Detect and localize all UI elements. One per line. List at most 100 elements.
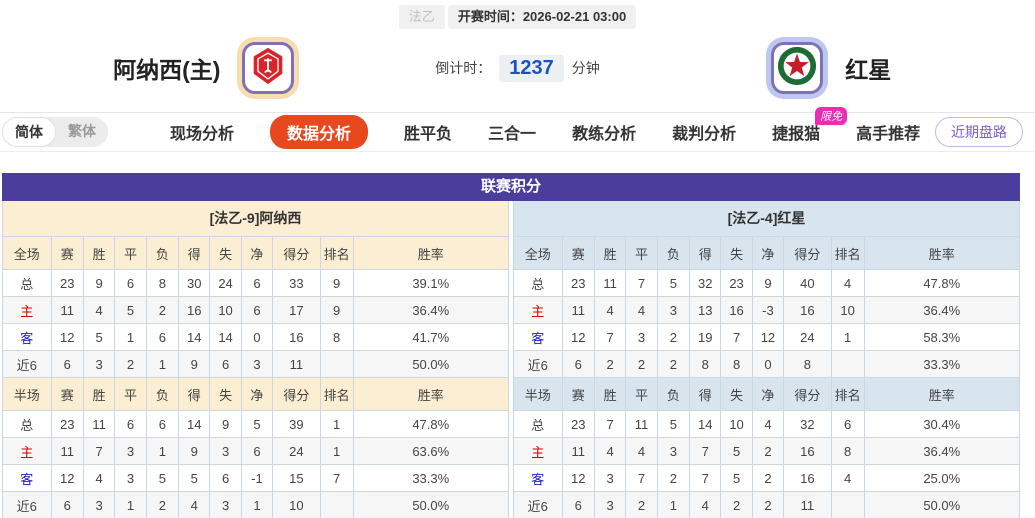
table-cell: 5 bbox=[240, 410, 274, 438]
nav-tab-2[interactable]: 数据分析 bbox=[270, 115, 369, 149]
table-row: 主 11 4 4 3 7 5 2 16 8 36.4% bbox=[513, 437, 1021, 465]
away-full-header-row: 全场赛胜平负得失净得分 排名 胜率 bbox=[513, 236, 1021, 270]
table-cell: 9 bbox=[319, 269, 354, 297]
table-cell: 6 bbox=[50, 350, 84, 378]
table-cell: 6 bbox=[145, 323, 180, 351]
column-header: 全场 bbox=[513, 236, 563, 270]
countdown: 倒计时： 1237 分钟 bbox=[408, 54, 628, 82]
countdown-label: 倒计时： bbox=[435, 60, 492, 76]
recent-trend-button[interactable]: 近期盘路 bbox=[935, 117, 1023, 147]
table-cell: 58.3% bbox=[863, 323, 1021, 351]
table-cell: 7 bbox=[82, 437, 116, 465]
table-cell: 15 bbox=[272, 464, 321, 492]
table-cell: 3 bbox=[593, 464, 627, 492]
row-label: 近6 bbox=[2, 491, 52, 518]
table-cell: 12 bbox=[561, 464, 595, 492]
column-header: 失 bbox=[209, 377, 242, 411]
table-cell: 8 bbox=[145, 269, 180, 297]
table-cell: 12 bbox=[50, 323, 84, 351]
table-row: 总 23 9 6 8 30 24 6 33 9 39.1% bbox=[2, 269, 510, 297]
table-cell: 1 bbox=[240, 491, 274, 518]
nav-tab-3[interactable]: 胜平负 bbox=[404, 126, 453, 143]
row-label: 主 bbox=[2, 437, 52, 465]
lang-simplified[interactable]: 简体 bbox=[2, 117, 56, 147]
table-cell: 17 bbox=[272, 296, 321, 324]
table-row: 总 23 7 11 5 14 10 4 32 6 30.4% bbox=[513, 410, 1021, 438]
table-cell: 6 bbox=[830, 410, 865, 438]
league-points-board: 联赛积分 [法乙-9]阿纳西 全场赛胜平负得失净得分 排名 胜率总 23 9 6 8 30 24… bbox=[2, 173, 1021, 518]
table-cell: 11 bbox=[561, 437, 595, 465]
away-table: 全场赛胜平负得失净得分 排名 胜率总 23 11 7 5 32 23 9 40 4 47.8% 主 11 4 4… bbox=[513, 236, 1021, 518]
table-cell: 11 bbox=[625, 410, 658, 438]
away-stats-table: [法乙-4]红星 全场赛胜平负得失净得分 排名 胜率总 23 11 7 5 32 23 9 40 4 4… bbox=[513, 201, 1021, 518]
table-cell: -3 bbox=[751, 296, 785, 324]
row-label: 总 bbox=[2, 410, 52, 438]
section-title: 联赛积分 bbox=[2, 173, 1020, 201]
column-header: 排名 bbox=[319, 236, 354, 270]
table-cell: 6 bbox=[114, 269, 147, 297]
table-cell: 6 bbox=[561, 491, 595, 518]
table-cell: 9 bbox=[178, 437, 211, 465]
away-banner: [法乙-4]红星 bbox=[513, 201, 1020, 236]
home-half-header-row: 半场赛胜平负得失净得分 排名 胜率 bbox=[2, 377, 510, 411]
nav-tab-5[interactable]: 教练分析 bbox=[572, 126, 637, 143]
home-crest-icon bbox=[247, 45, 289, 92]
column-header: 失 bbox=[720, 377, 753, 411]
table-cell: 4 bbox=[593, 296, 627, 324]
table-row: 主 11 7 3 1 9 3 6 24 1 63.6% bbox=[2, 437, 510, 465]
lang-traditional[interactable]: 繁体 bbox=[68, 123, 96, 139]
table-cell: 7 bbox=[689, 464, 722, 492]
table-cell: 12 bbox=[561, 323, 595, 351]
table-cell: 16 bbox=[178, 296, 211, 324]
table-cell: 11 bbox=[593, 269, 627, 297]
column-header: 胜 bbox=[593, 377, 627, 411]
table-cell: 3 bbox=[114, 464, 147, 492]
table-cell: 6 bbox=[145, 410, 180, 438]
language-toggle: 简体 繁体 bbox=[2, 117, 108, 147]
column-header: 失 bbox=[720, 236, 753, 270]
table-cell: 5 bbox=[114, 296, 147, 324]
column-header: 净 bbox=[240, 236, 274, 270]
table-row: 近6 6 3 2 1 9 6 3 11 50.0% bbox=[2, 350, 510, 378]
nav-tab-6[interactable]: 裁判分析 bbox=[672, 126, 737, 143]
home-team-logo bbox=[242, 42, 295, 94]
nav-tab-7[interactable]: 捷报猫 限免 bbox=[772, 107, 848, 144]
table-cell: 6 bbox=[561, 350, 595, 378]
table-cell: 7 bbox=[319, 464, 354, 492]
column-header: 胜率 bbox=[352, 377, 510, 411]
table-cell: 7 bbox=[720, 323, 753, 351]
table-cell: 4 bbox=[751, 410, 785, 438]
table-cell: -1 bbox=[240, 464, 274, 492]
table-cell: 1 bbox=[319, 437, 354, 465]
table-row: 主 11 4 5 2 16 10 6 17 9 36.4% bbox=[2, 296, 510, 324]
column-header: 排名 bbox=[319, 377, 354, 411]
nav-tab-4[interactable]: 三合一 bbox=[488, 126, 537, 143]
column-header: 胜 bbox=[593, 236, 627, 270]
row-label: 近6 bbox=[2, 350, 52, 378]
column-header: 得分 bbox=[783, 377, 832, 411]
nav-bar: 简体 繁体 现场分析 数据分析 胜平负 三合一 教练分析 裁判分析 捷报猫 限免 高手推荐 近期… bbox=[0, 107, 1035, 152]
table-cell: 5 bbox=[82, 323, 116, 351]
table-cell: 36.4% bbox=[863, 437, 1021, 465]
table-row: 客 12 4 3 5 5 6 -1 15 7 33.3% bbox=[2, 464, 510, 492]
nav-tab-8[interactable]: 高手推荐 bbox=[856, 126, 921, 143]
table-cell: 7 bbox=[625, 269, 658, 297]
table-cell: 32 bbox=[689, 269, 722, 297]
table-cell: 7 bbox=[689, 437, 722, 465]
table-cell: 0 bbox=[240, 323, 274, 351]
table-cell: 50.0% bbox=[863, 491, 1021, 518]
column-header: 胜 bbox=[82, 236, 116, 270]
table-cell: 4 bbox=[625, 437, 658, 465]
row-label: 客 bbox=[2, 323, 52, 351]
table-cell: 8 bbox=[689, 350, 722, 378]
column-header: 全场 bbox=[2, 236, 52, 270]
table-cell: 8 bbox=[720, 350, 753, 378]
home-team-name: 阿纳西(主) bbox=[113, 57, 221, 83]
table-cell: 6 bbox=[240, 269, 274, 297]
column-header: 负 bbox=[656, 236, 691, 270]
nav-tab-1[interactable]: 现场分析 bbox=[170, 126, 235, 143]
table-cell: 14 bbox=[209, 323, 242, 351]
table-row: 主 11 4 4 3 13 16 -3 16 10 36.4% bbox=[513, 296, 1021, 324]
table-cell: 19 bbox=[689, 323, 722, 351]
column-header: 平 bbox=[625, 236, 658, 270]
